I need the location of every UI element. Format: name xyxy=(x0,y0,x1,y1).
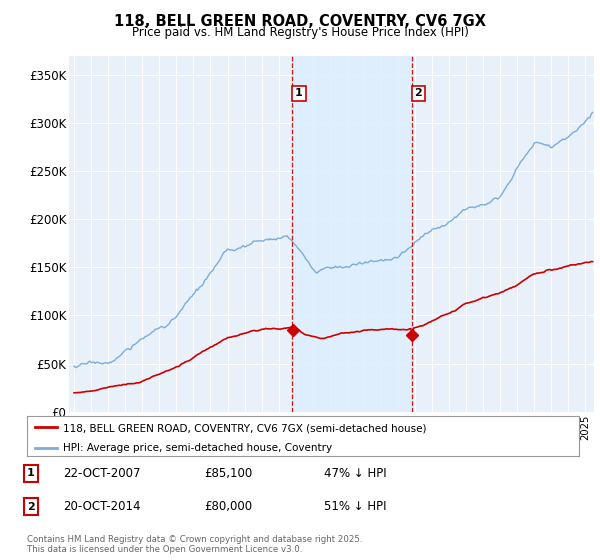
Text: 22-OCT-2007: 22-OCT-2007 xyxy=(63,466,140,480)
Text: 51% ↓ HPI: 51% ↓ HPI xyxy=(324,500,386,514)
Text: 118, BELL GREEN ROAD, COVENTRY, CV6 7GX: 118, BELL GREEN ROAD, COVENTRY, CV6 7GX xyxy=(114,14,486,29)
Text: 1: 1 xyxy=(295,88,303,99)
Text: £85,100: £85,100 xyxy=(204,466,252,480)
Bar xyxy=(292,56,412,412)
Text: 47% ↓ HPI: 47% ↓ HPI xyxy=(324,466,386,480)
Text: Price paid vs. HM Land Registry's House Price Index (HPI): Price paid vs. HM Land Registry's House … xyxy=(131,26,469,39)
Text: 20-OCT-2014: 20-OCT-2014 xyxy=(63,500,140,514)
Text: HPI: Average price, semi-detached house, Coventry: HPI: Average price, semi-detached house,… xyxy=(63,444,332,454)
Text: 1: 1 xyxy=(27,468,35,478)
Text: £80,000: £80,000 xyxy=(204,500,252,514)
Text: 2: 2 xyxy=(27,502,35,512)
Text: 118, BELL GREEN ROAD, COVENTRY, CV6 7GX (semi-detached house): 118, BELL GREEN ROAD, COVENTRY, CV6 7GX … xyxy=(63,423,427,433)
Text: Contains HM Land Registry data © Crown copyright and database right 2025.
This d: Contains HM Land Registry data © Crown c… xyxy=(27,535,362,554)
Text: 2: 2 xyxy=(415,88,422,99)
